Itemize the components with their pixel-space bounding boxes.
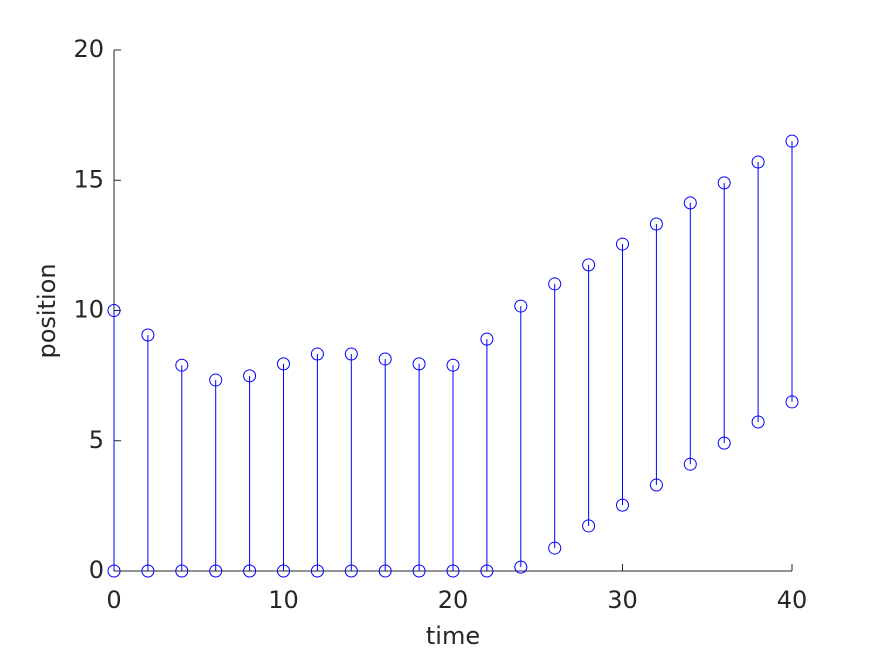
point <box>209 373 223 387</box>
point <box>582 258 596 272</box>
point <box>446 358 460 372</box>
point <box>446 564 460 578</box>
y-tick-label: 20 <box>73 35 104 63</box>
point <box>107 564 121 578</box>
point <box>209 564 223 578</box>
point <box>310 347 324 361</box>
point <box>480 564 494 578</box>
point <box>649 217 663 231</box>
y-tick-label: 5 <box>89 426 104 454</box>
point <box>548 277 562 291</box>
y-axis-label: position <box>33 263 61 358</box>
point <box>582 519 596 533</box>
point <box>277 564 290 578</box>
point <box>141 564 155 578</box>
point <box>344 347 358 361</box>
point <box>717 436 731 450</box>
x-tick-label: 0 <box>106 586 121 614</box>
point <box>243 564 257 578</box>
point <box>344 564 358 578</box>
point <box>378 564 392 578</box>
x-tick-label: 20 <box>438 586 469 614</box>
point <box>649 478 663 492</box>
point <box>378 352 392 366</box>
y-tick-label: 15 <box>73 165 104 193</box>
x-tick-label: 30 <box>607 586 638 614</box>
point <box>412 564 426 578</box>
point <box>785 395 799 409</box>
point <box>514 299 528 313</box>
point <box>107 304 121 317</box>
point <box>751 155 765 169</box>
point <box>616 498 629 512</box>
point <box>310 564 324 578</box>
y-tick-label: 0 <box>89 556 104 584</box>
point <box>717 176 731 190</box>
point <box>616 237 629 251</box>
point <box>683 457 697 471</box>
point <box>175 358 189 372</box>
x-tick-label: 40 <box>777 586 808 614</box>
point <box>175 564 189 578</box>
point <box>243 369 257 383</box>
point <box>683 196 697 210</box>
point <box>277 357 290 371</box>
point <box>141 328 155 342</box>
x-axis-label: time <box>426 622 480 650</box>
point <box>514 560 528 574</box>
y-tick-label: 10 <box>73 296 104 324</box>
point <box>548 541 562 555</box>
point <box>785 134 799 148</box>
point <box>412 357 426 371</box>
point <box>480 332 494 346</box>
x-tick-label: 10 <box>268 586 299 614</box>
point <box>751 415 765 429</box>
